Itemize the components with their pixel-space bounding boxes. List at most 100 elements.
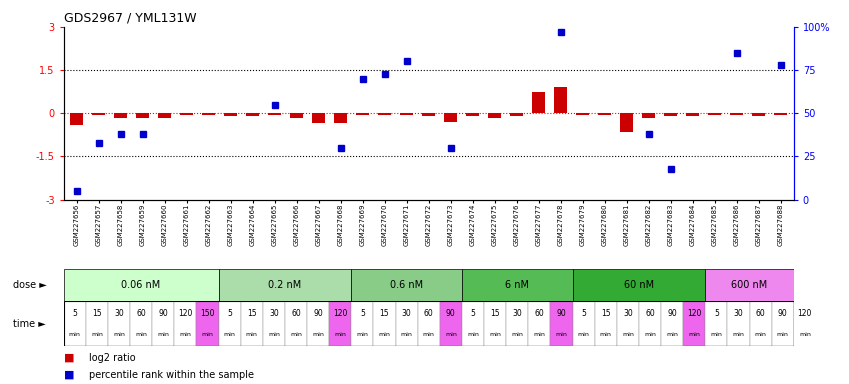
Bar bbox=[312, 113, 325, 123]
Text: 15: 15 bbox=[491, 309, 500, 318]
Text: min: min bbox=[689, 332, 700, 337]
Bar bbox=[152, 301, 174, 346]
Bar bbox=[422, 113, 436, 116]
Bar bbox=[374, 301, 396, 346]
Text: 90: 90 bbox=[667, 309, 677, 318]
Text: percentile rank within the sample: percentile rank within the sample bbox=[89, 370, 254, 380]
Text: 60: 60 bbox=[756, 309, 766, 318]
Text: 60: 60 bbox=[645, 309, 655, 318]
Text: GDS2967 / YML131W: GDS2967 / YML131W bbox=[64, 11, 196, 24]
Bar bbox=[335, 113, 347, 123]
Text: 15: 15 bbox=[247, 309, 256, 318]
Bar bbox=[174, 301, 196, 346]
Text: 30: 30 bbox=[734, 309, 744, 318]
Bar bbox=[202, 113, 216, 115]
Text: 0.6 nM: 0.6 nM bbox=[390, 280, 423, 290]
Text: min: min bbox=[157, 332, 169, 337]
Bar bbox=[93, 113, 105, 115]
Bar bbox=[307, 301, 329, 346]
Text: min: min bbox=[622, 332, 634, 337]
Bar bbox=[661, 301, 683, 346]
Text: 0.2 nM: 0.2 nM bbox=[268, 280, 301, 290]
Text: 15: 15 bbox=[601, 309, 610, 318]
Bar bbox=[642, 113, 655, 118]
Text: min: min bbox=[799, 332, 811, 337]
Bar bbox=[774, 113, 787, 115]
Text: min: min bbox=[644, 332, 656, 337]
Bar bbox=[550, 301, 572, 346]
Text: min: min bbox=[335, 332, 346, 337]
Bar bbox=[572, 301, 594, 346]
Bar bbox=[617, 301, 639, 346]
Bar bbox=[108, 301, 130, 346]
Bar bbox=[532, 92, 545, 113]
Bar bbox=[752, 113, 765, 116]
Text: 150: 150 bbox=[200, 309, 215, 318]
Text: min: min bbox=[445, 332, 457, 337]
Text: 0.06 nM: 0.06 nM bbox=[121, 280, 160, 290]
Text: min: min bbox=[246, 332, 258, 337]
Bar bbox=[285, 301, 307, 346]
Bar bbox=[396, 301, 418, 346]
Bar bbox=[462, 301, 484, 346]
Text: min: min bbox=[135, 332, 147, 337]
Bar bbox=[136, 113, 149, 118]
Text: log2 ratio: log2 ratio bbox=[89, 353, 136, 363]
Text: 5: 5 bbox=[470, 309, 475, 318]
Text: min: min bbox=[555, 332, 567, 337]
Bar bbox=[224, 113, 238, 116]
Text: min: min bbox=[533, 332, 545, 337]
Bar bbox=[706, 301, 728, 346]
Bar bbox=[357, 113, 369, 115]
Bar bbox=[466, 113, 480, 116]
Text: ■: ■ bbox=[64, 353, 74, 363]
Text: 30: 30 bbox=[623, 309, 633, 318]
Text: min: min bbox=[357, 332, 368, 337]
Bar bbox=[772, 301, 794, 346]
Bar bbox=[572, 269, 706, 301]
Bar bbox=[290, 113, 303, 118]
Text: 30: 30 bbox=[114, 309, 124, 318]
Bar bbox=[263, 301, 285, 346]
Bar bbox=[115, 113, 127, 118]
Text: 60: 60 bbox=[291, 309, 301, 318]
Text: 120: 120 bbox=[178, 309, 193, 318]
Bar bbox=[400, 113, 413, 115]
Bar bbox=[528, 301, 550, 346]
Bar bbox=[750, 301, 772, 346]
Text: 90: 90 bbox=[313, 309, 323, 318]
Text: 120: 120 bbox=[333, 309, 347, 318]
Bar bbox=[686, 113, 700, 116]
Bar bbox=[418, 301, 440, 346]
Bar bbox=[351, 269, 462, 301]
Text: min: min bbox=[666, 332, 678, 337]
Text: min: min bbox=[711, 332, 722, 337]
Bar bbox=[158, 113, 171, 118]
Text: 30: 30 bbox=[513, 309, 522, 318]
Text: min: min bbox=[223, 332, 235, 337]
Text: 60 nM: 60 nM bbox=[624, 280, 654, 290]
Text: min: min bbox=[201, 332, 213, 337]
Bar bbox=[351, 301, 374, 346]
Text: ■: ■ bbox=[64, 370, 74, 380]
Text: dose ►: dose ► bbox=[13, 280, 47, 290]
Bar bbox=[488, 113, 501, 118]
Bar bbox=[728, 301, 750, 346]
Bar bbox=[196, 301, 218, 346]
Text: min: min bbox=[733, 332, 745, 337]
Text: 120: 120 bbox=[798, 309, 812, 318]
Text: 5: 5 bbox=[714, 309, 719, 318]
Text: 60: 60 bbox=[535, 309, 544, 318]
Text: min: min bbox=[511, 332, 523, 337]
Text: 90: 90 bbox=[778, 309, 788, 318]
Text: min: min bbox=[290, 332, 302, 337]
Text: min: min bbox=[467, 332, 479, 337]
Text: min: min bbox=[179, 332, 191, 337]
Bar bbox=[86, 301, 108, 346]
Text: time ►: time ► bbox=[13, 318, 46, 329]
Text: 600 nM: 600 nM bbox=[732, 280, 767, 290]
Bar bbox=[462, 269, 572, 301]
Bar bbox=[554, 87, 567, 113]
Bar bbox=[598, 113, 611, 115]
Bar bbox=[246, 113, 260, 116]
